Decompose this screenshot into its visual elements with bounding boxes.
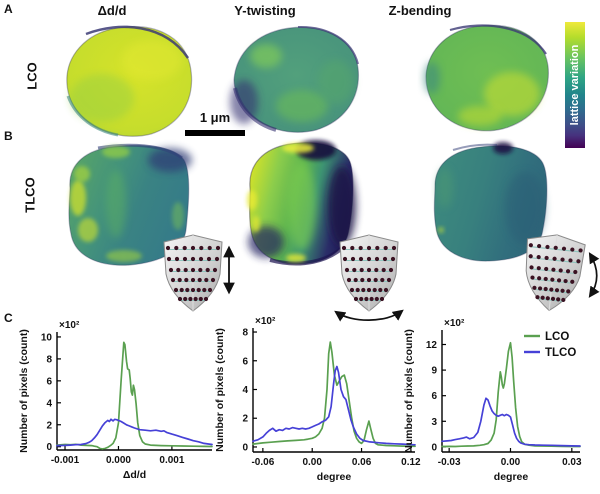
y-axis-title: Number of pixels (count) <box>18 329 30 453</box>
y-tick-label: 0 <box>46 442 52 453</box>
column-title-zbending: Z-bending <box>388 3 452 18</box>
histogram-ytwisting-chart: -0.06 0.00 0.06 0.12 0 2 4 6 8 degree Number of pi… <box>214 316 421 483</box>
legend-label-lco: LCO <box>545 331 569 343</box>
y-tick-label: 0 <box>242 442 248 453</box>
y-tick-label: 0 <box>431 442 437 453</box>
exponent-label: ×10² <box>59 320 80 331</box>
y-tick-label: 10 <box>41 332 53 343</box>
map-lco-ddd <box>66 25 193 137</box>
series-line-lco <box>56 341 213 450</box>
crystal-lattice-y-stretch-arrow-icon <box>163 234 235 312</box>
y-tick-label: 8 <box>46 354 52 365</box>
x-tick-label: 0.00 <box>302 457 322 468</box>
x-tick-label: -0.03 <box>438 457 461 468</box>
series-line-tlco <box>56 418 213 447</box>
row-label-tlco: TLCO <box>22 177 38 213</box>
map-tlco-zbending <box>433 142 548 262</box>
map-tlco-ytwisting <box>247 140 356 266</box>
colorbar-label: lattice variation <box>569 44 581 126</box>
y-tick-label: 2 <box>242 414 248 425</box>
panel-b-label: B <box>4 129 13 143</box>
map-lco-zbending <box>424 24 549 132</box>
y-tick-label: 6 <box>431 391 437 402</box>
series-line-tlco <box>441 397 581 447</box>
map-lco-ytwisting <box>230 25 360 133</box>
series-line-tlco <box>252 365 416 446</box>
x-tick-label: 0.12 <box>401 457 421 468</box>
x-tick-label: -0.06 <box>251 457 274 468</box>
x-tick-label: -0.001 <box>51 455 80 466</box>
column-title-ytwisting: Y-twisting <box>234 3 296 18</box>
x-tick-label: 0.03 <box>562 457 582 468</box>
panel-c-label: C <box>4 311 13 325</box>
histogram-ddd-chart: -0.001 0.000 0.001 0 2 4 6 8 10 Δd/d Number of pix… <box>18 320 213 481</box>
y-tick-label: 2 <box>46 420 52 431</box>
x-tick-label: 0.001 <box>159 455 184 466</box>
x-tick-label: 0.000 <box>106 455 131 466</box>
x-tick-label: 0.06 <box>352 457 372 468</box>
x-axis-title: Δd/d <box>123 469 146 481</box>
x-axis-title: degree <box>317 471 352 483</box>
y-tick-label: 12 <box>426 340 438 351</box>
y-axis-title: Number of pixels (count) <box>214 328 226 452</box>
crystal-lattice-bend-arrow-icon <box>525 234 600 312</box>
legend-label-tlco: TLCO <box>545 347 576 359</box>
y-axis-title: Number of pixels (count) <box>403 329 415 453</box>
colorbar <box>565 22 585 148</box>
y-tick-label: 6 <box>242 356 248 367</box>
x-axis-title: degree <box>494 471 529 483</box>
row-label-lco: LCO <box>24 62 40 90</box>
scale-bar <box>185 130 245 136</box>
y-tick-label: 4 <box>46 398 52 409</box>
histogram-zbending-chart: -0.03 0.00 0.03 0 3 6 9 12 degree Number of pixel… <box>403 318 582 483</box>
exponent-label: ×10² <box>255 316 276 327</box>
y-tick-label: 4 <box>242 385 248 396</box>
panel-a-label: A <box>4 2 13 16</box>
scale-bar-label: 1 μm <box>199 110 231 125</box>
exponent-label: ×10² <box>444 318 465 329</box>
column-title-ddd: Δd/d <box>97 3 127 18</box>
y-tick-label: 9 <box>431 366 437 377</box>
y-tick-label: 3 <box>431 417 437 428</box>
y-tick-label: 8 <box>242 328 248 339</box>
crystal-lattice-twist-arrow-icon <box>334 234 404 322</box>
x-tick-label: 0.00 <box>501 457 521 468</box>
map-tlco-ddd <box>68 143 192 266</box>
y-tick-label: 6 <box>46 376 52 387</box>
